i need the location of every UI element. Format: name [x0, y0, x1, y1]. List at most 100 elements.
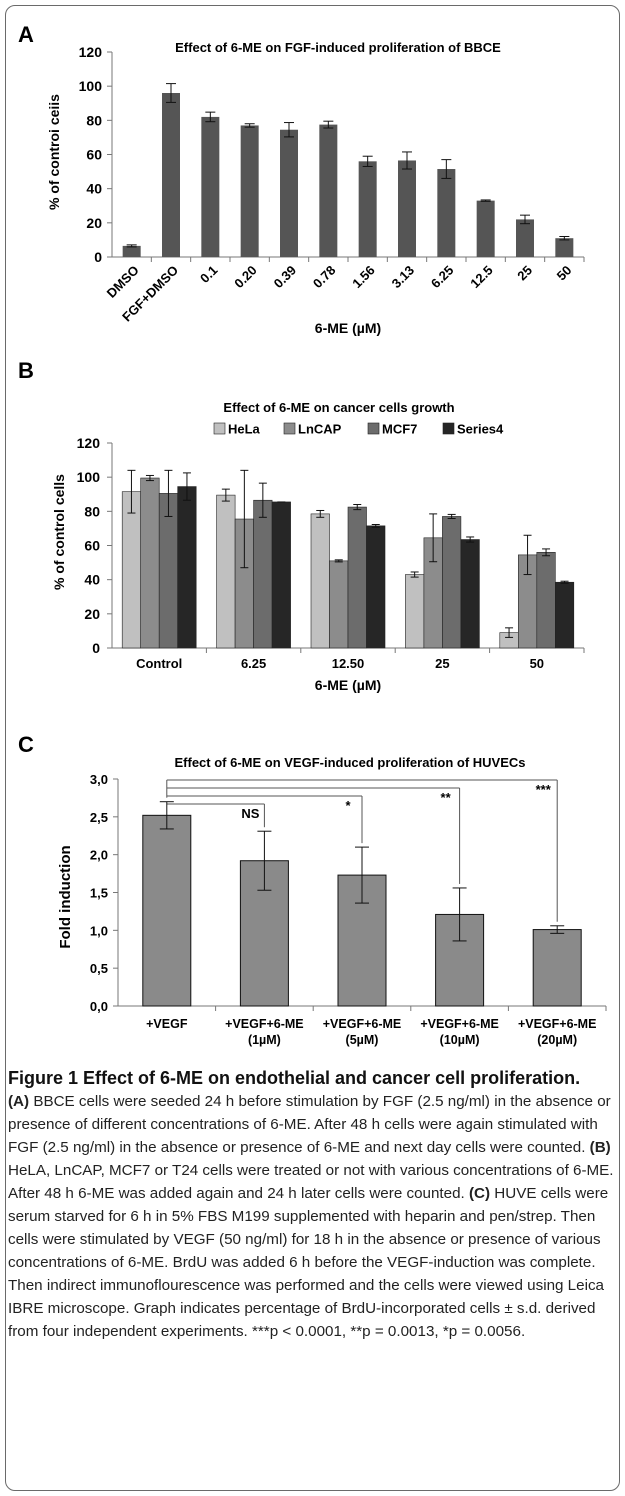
panel-c-ytick-label: 0,0 [90, 999, 108, 1014]
panel-b-bar [310, 513, 330, 649]
panel-c-category-label: (20µM) [537, 1033, 577, 1047]
panel-b-error-bar [182, 472, 191, 501]
panel-a: A Effect of 6-ME on FGF-induced prolifer… [18, 22, 585, 336]
panel-b-ylabel: % of control cells [51, 474, 67, 590]
panel-a-category-label: 3.13 [389, 263, 418, 292]
panel-b-error-bar [240, 469, 249, 569]
panel-c-error-bar [159, 801, 174, 830]
panel-a-bar [555, 238, 574, 257]
panel-b-bar [177, 486, 197, 649]
panel-c-error-bar [355, 846, 369, 904]
figure-canvas: A Effect of 6-ME on FGF-induced prolifer… [18, 22, 607, 1047]
panel-b-legend-label: LnCAP [298, 422, 342, 437]
panel-c-significance-label: *** [536, 782, 552, 797]
panel-a-ytick-label: 80 [86, 112, 102, 128]
panel-c-category-label: +VEGF+6-ME [518, 1017, 597, 1031]
panel-a-error-bar [441, 159, 452, 179]
panel-a-bar [201, 116, 220, 258]
caption-title: Figure 1 Effect of 6-ME on endothelial a… [8, 1068, 581, 1088]
panel-b-category-label: 6.25 [241, 656, 266, 671]
panel-c-ytick-label: 2,5 [90, 810, 108, 825]
panel-a-ytick-label: 100 [79, 78, 103, 94]
panel-c-error-bar [452, 887, 467, 942]
panel-c-error-bar [550, 925, 565, 934]
panel-a-error-bar [205, 111, 216, 123]
panel-a-error-bar [520, 214, 530, 225]
panel-b-bar [366, 525, 386, 649]
panel-a-bar [240, 125, 259, 257]
panel-a-category-label: 1.56 [349, 263, 378, 292]
panel-b-legend-label: MCF7 [382, 422, 417, 437]
panel-c-ylabel: Fold induction [57, 845, 74, 948]
panel-b-bar [554, 581, 575, 649]
panel-a-bar [516, 219, 534, 257]
panel-b-category-label: 25 [435, 656, 449, 671]
panel-a-error-bar [480, 199, 491, 202]
panel-b-bar [442, 516, 462, 649]
panel-b-error-bar [542, 548, 551, 557]
panel-b-error-bar [523, 534, 532, 576]
panel-b-ytick-label: 40 [84, 572, 100, 588]
figure-frame [5, 5, 620, 1491]
panel-b-error-bar [316, 509, 325, 518]
panel-c-category-label: (10µM) [440, 1033, 480, 1047]
panel-b-ytick-label: 60 [84, 538, 100, 554]
panel-a-ylabel: % of controi ceiis [46, 94, 62, 210]
panel-b-error-bar [466, 536, 475, 543]
panel-b-legend-swatch [283, 422, 296, 435]
panel-a-error-bar [126, 244, 137, 248]
panel-a-bar [280, 129, 298, 257]
panel-b-bar [460, 539, 480, 649]
panel-c-category-label: (5µM) [346, 1033, 379, 1047]
panel-b-error-bar [258, 482, 267, 518]
panel-c-significance-bracket [166, 795, 363, 844]
panel-c-significance-label: * [345, 798, 351, 813]
panel-a-error-bar [559, 236, 570, 241]
panel-b-bar [140, 477, 160, 649]
figure-caption: Figure 1 Effect of 6-ME on endothelial a… [8, 1066, 616, 1343]
panel-b-bar [536, 552, 556, 649]
panel-b: B Effect of 6-ME on cancer cells growth … [18, 358, 585, 693]
panel-a-xlabel: 6-ME (µM) [315, 320, 381, 336]
panel-b-error-bar [429, 513, 438, 563]
panel-a-category-label: 0.1 [197, 263, 220, 286]
panel-b-category-label: 12.50 [332, 656, 365, 671]
panel-a-bar [358, 161, 377, 257]
panel-c-category-label: +VEGF [146, 1017, 188, 1031]
panel-c-bar [142, 814, 192, 1007]
panel-a-ytick-label: 120 [79, 44, 103, 60]
panel-a-error-bar [323, 120, 334, 129]
panel-b-error-bar [164, 469, 173, 517]
panel-b-ytick-label: 80 [84, 503, 100, 519]
panel-b-category-label: 50 [530, 656, 544, 671]
panel-b-bar [347, 506, 367, 649]
panel-c-significance-label: NS [241, 806, 259, 821]
panel-b-title: Effect of 6-ME on cancer cells growth [223, 400, 454, 415]
panel-b-bar [216, 494, 236, 649]
panel-c: C Effect of 6-ME on VEGF-induced prolife… [18, 732, 607, 1047]
panel-c-significance-bracket [166, 779, 558, 922]
panel-b-ytick-label: 120 [77, 435, 101, 451]
panel-c-significance-label: ** [441, 790, 452, 805]
caption-b-label: (B) [589, 1139, 611, 1156]
panel-a-ytick-label: 60 [86, 147, 102, 163]
panel-a-category-label: 0.20 [231, 263, 260, 292]
panel-a-ytick-label: 0 [94, 249, 102, 265]
panel-a-category-label: DMSO [104, 263, 142, 301]
panel-b-error-bar [145, 474, 154, 482]
caption-c-text: HUVE cells were serum starved for 6 h in… [8, 1185, 609, 1340]
panel-b-error-bar [560, 580, 569, 584]
panel-c-bar [532, 929, 582, 1007]
panel-c-ytick-label: 1,0 [90, 923, 108, 938]
panel-c-significance-bracket [166, 803, 265, 828]
panel-b-legend-label: Series4 [457, 422, 504, 437]
panel-a-bar [319, 124, 338, 258]
panel-a-title: Effect of 6-ME on FGF-induced proliferat… [175, 40, 501, 55]
panel-b-bar [329, 560, 349, 649]
panel-b-error-bar [221, 488, 230, 502]
panel-a-category-label: 50 [554, 263, 575, 284]
panel-b-bar [121, 491, 141, 649]
panel-b-legend-swatch [367, 422, 380, 435]
panel-b-legend-swatch [213, 422, 226, 435]
panel-a-category-label: 12.5 [467, 263, 496, 292]
